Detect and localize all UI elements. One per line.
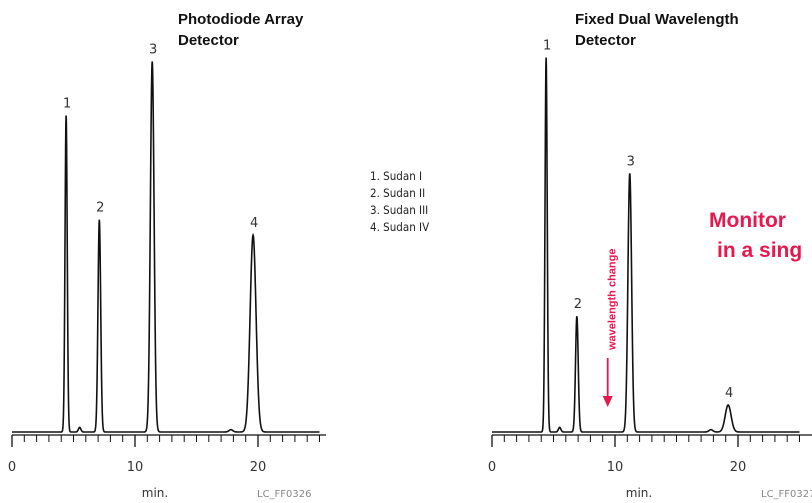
left-x-ticks — [11, 435, 320, 447]
right-x-axis-label: min. — [626, 486, 652, 500]
left-x-axis-label: min. — [142, 486, 168, 500]
left-peak-label-4: 4 — [250, 216, 258, 231]
right-x-tick-label-10: 10 — [607, 460, 624, 475]
left-x-tick-label-0: 0 — [8, 460, 16, 475]
right-peak-label-1: 1 — [543, 39, 551, 54]
right-x-tick-label-20: 20 — [730, 460, 747, 475]
left-peak-labels: 1 2 3 4 — [63, 42, 258, 231]
legend-item-2: 2. Sudan II — [370, 186, 425, 200]
left-peak-label-1: 1 — [63, 97, 71, 112]
left-chart-panel: Photodiode Array Detector 1 2 3 4 0 10 20 min… — [8, 11, 326, 500]
right-chart-panel: Fixed Dual Wavelength Detector 1 2 3 4 0 10 2… — [488, 11, 812, 500]
right-peak-label-4: 4 — [725, 386, 733, 401]
right-chart-title-line1: Fixed Dual Wavelength — [575, 11, 739, 28]
right-x-tick-labels: 0 10 20 — [488, 460, 746, 475]
legend-item-4: 4. Sudan IV — [370, 220, 429, 234]
right-peak-label-2: 2 — [574, 297, 582, 312]
left-peak-label-2: 2 — [96, 201, 104, 216]
right-chromatogram-trace — [492, 57, 800, 433]
right-peak-labels: 1 2 3 4 — [543, 39, 733, 401]
left-x-tick-labels: 0 10 20 — [8, 460, 266, 475]
wavelength-change-arrow-head — [602, 396, 613, 407]
left-peak-label-3: 3 — [149, 42, 157, 57]
right-x-ticks — [491, 435, 800, 447]
monitor-banner-line1: Monitor — [709, 209, 786, 232]
monitor-banner-line2: in a sing — [717, 239, 802, 262]
right-figure-code: LC_FF0327 — [761, 489, 812, 500]
right-chart-title-line2: Detector — [575, 32, 636, 49]
left-figure-code: LC_FF0326 — [257, 489, 312, 500]
legend-item-3: 3. Sudan III — [370, 203, 428, 217]
wavelength-change-annotation: wavelength change — [602, 249, 619, 407]
left-chart-title-line2: Detector — [178, 32, 239, 49]
right-peak-label-3: 3 — [627, 154, 635, 169]
right-x-tick-label-0: 0 — [488, 460, 496, 475]
left-chromatogram-trace — [12, 61, 320, 433]
compound-legend: 1. Sudan I 2. Sudan II 3. Sudan III 4. S… — [370, 169, 429, 234]
wavelength-change-label: wavelength change — [607, 249, 619, 351]
left-x-tick-label-20: 20 — [250, 460, 267, 475]
left-chart-title-line1: Photodiode Array — [178, 11, 304, 28]
legend-item-1: 1. Sudan I — [370, 169, 422, 183]
left-x-tick-label-10: 10 — [127, 460, 144, 475]
